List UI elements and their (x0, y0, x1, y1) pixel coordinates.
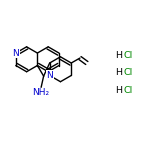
Text: H: H (116, 86, 123, 95)
Text: NH₂: NH₂ (33, 88, 50, 97)
Text: N: N (12, 48, 19, 58)
Text: H: H (116, 68, 123, 78)
Text: Cl: Cl (124, 68, 133, 78)
Text: Cl: Cl (124, 86, 133, 95)
Text: H: H (116, 51, 123, 60)
Text: N: N (46, 71, 53, 80)
Text: Cl: Cl (124, 51, 133, 60)
